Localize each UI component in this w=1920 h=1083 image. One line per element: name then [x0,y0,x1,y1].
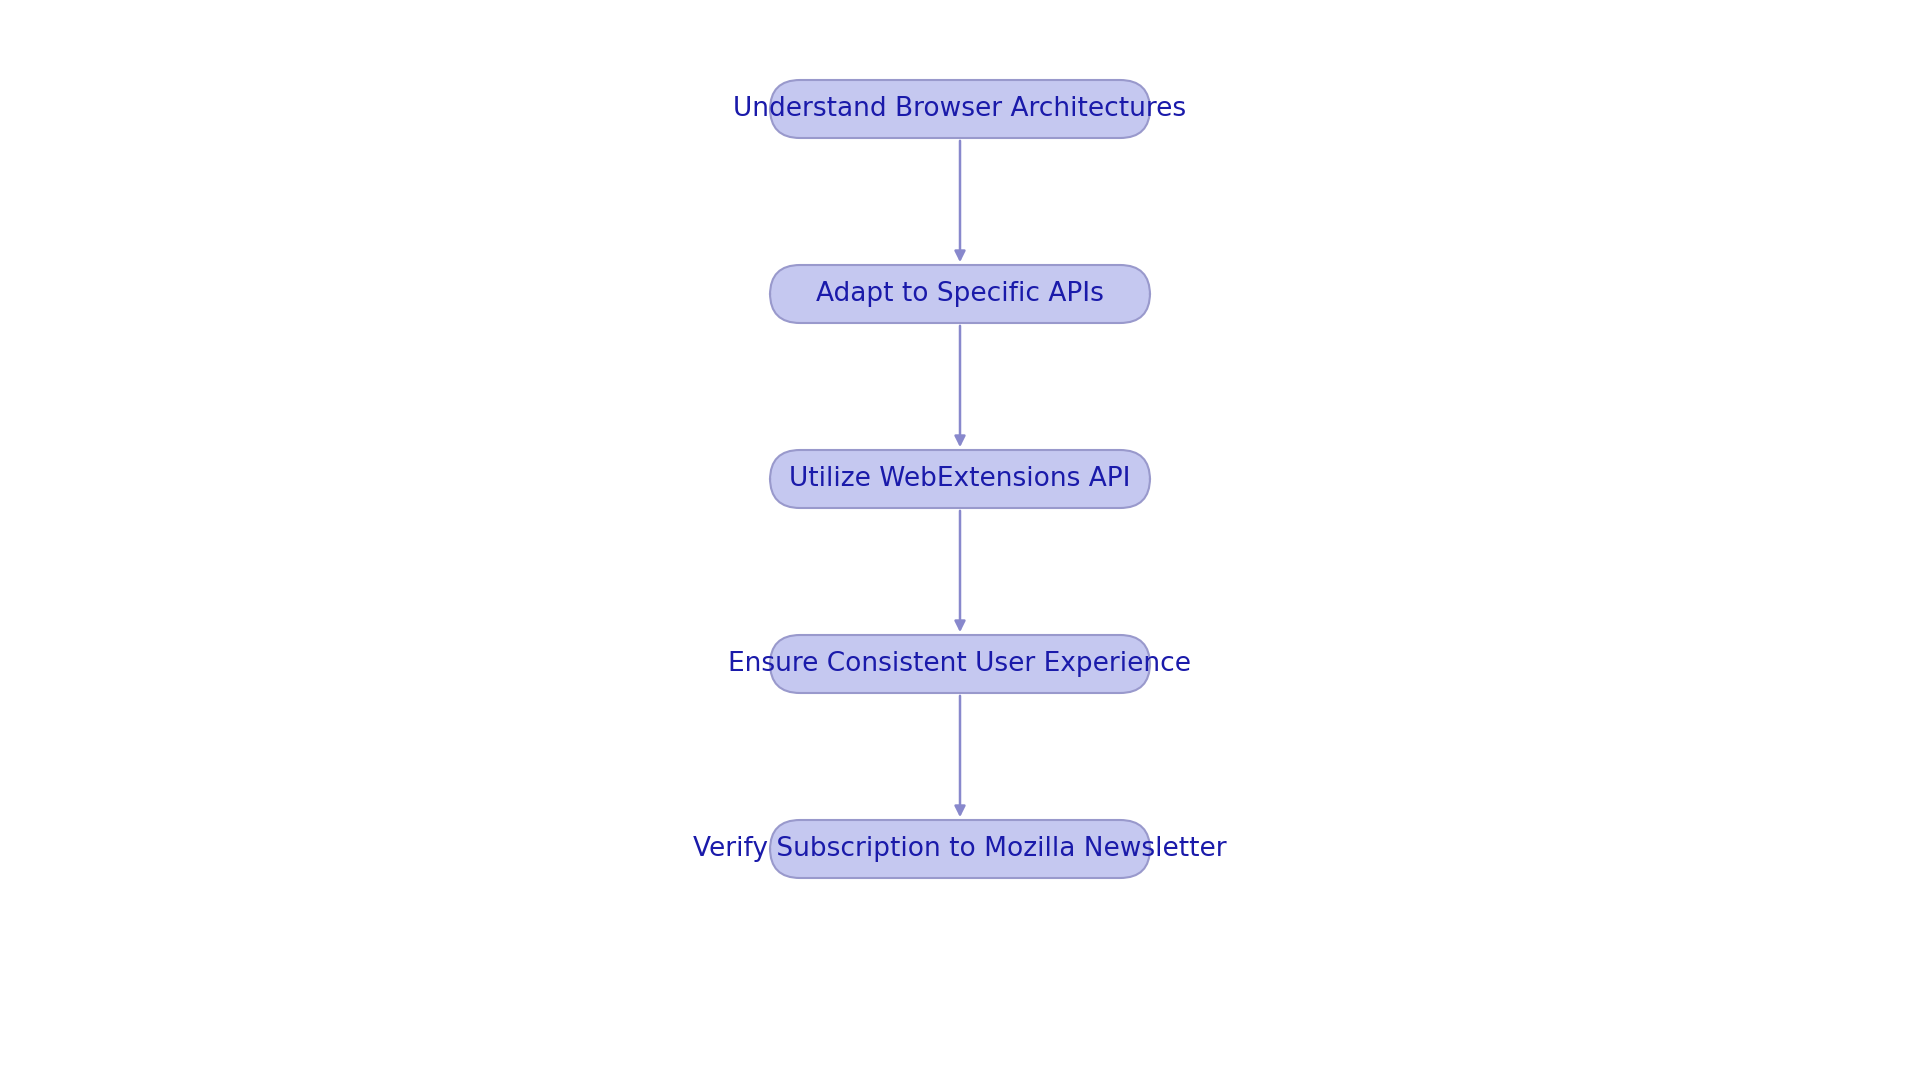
Text: Adapt to Specific APIs: Adapt to Specific APIs [816,280,1104,306]
Text: Ensure Consistent User Experience: Ensure Consistent User Experience [728,651,1192,677]
Text: Verify Subscription to Mozilla Newsletter: Verify Subscription to Mozilla Newslette… [693,836,1227,862]
FancyBboxPatch shape [770,820,1150,878]
FancyBboxPatch shape [770,451,1150,508]
FancyBboxPatch shape [770,80,1150,138]
Text: Understand Browser Architectures: Understand Browser Architectures [733,96,1187,122]
FancyBboxPatch shape [770,635,1150,693]
FancyBboxPatch shape [770,265,1150,323]
Text: Utilize WebExtensions API: Utilize WebExtensions API [789,466,1131,492]
